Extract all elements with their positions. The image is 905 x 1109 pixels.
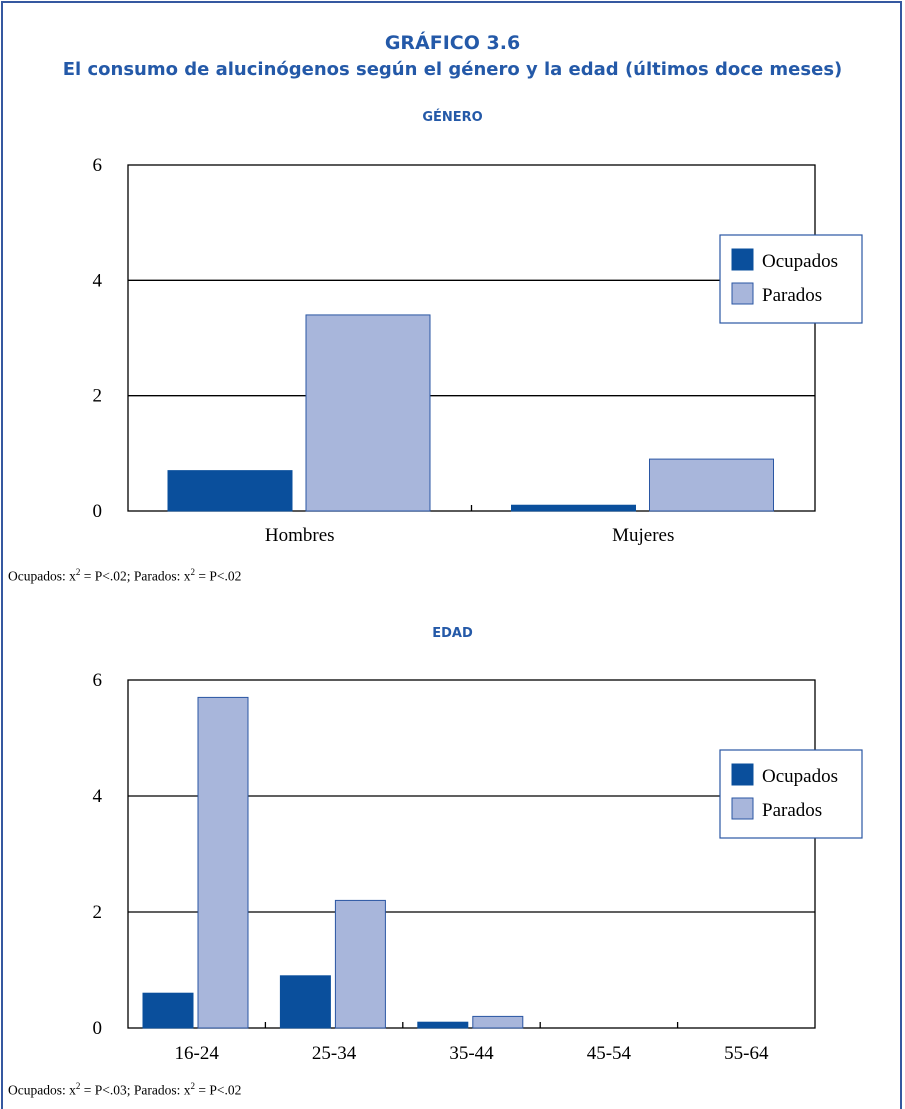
- bar-parados-mujeres: [649, 458, 774, 512]
- y-tick-label: 0: [93, 501, 103, 522]
- figure-number: GRÁFICO 3.6: [384, 32, 521, 54]
- x-tick-label: Hombres: [265, 525, 335, 546]
- bar-parados-hombres: [305, 314, 431, 512]
- y-tick-label: 4: [93, 270, 103, 291]
- bar-ocupados-16-24: [142, 992, 194, 1029]
- chart-note-edad: Ocupados: x2 = P<.03; Parados: x2 = P<.0…: [8, 1081, 242, 1098]
- legend-swatch-ocupados: [731, 248, 754, 271]
- chart-edad: 0 2 4 6 16-24 25-34 35-44 45-54 55-64 Ocupados Par…: [93, 670, 863, 1064]
- chart-note-genero: Ocupados: x2 = P<.02; Parados: x2 = P<.0…: [8, 567, 242, 584]
- legend: [719, 749, 863, 839]
- x-tick-label: 35-44: [449, 1043, 494, 1064]
- chart-title-edad: EDAD: [432, 626, 473, 641]
- legend-label-ocupados: Ocupados: [762, 251, 838, 272]
- y-tick-label: 4: [93, 786, 103, 807]
- legend-swatch-parados: [731, 797, 754, 820]
- plot-area: [127, 679, 816, 1029]
- y-tick-label: 2: [93, 386, 103, 407]
- x-tick-label: 55-64: [724, 1043, 769, 1064]
- y-tick-label: 0: [93, 1018, 103, 1039]
- y-tick-label: 6: [93, 670, 103, 691]
- bar-parados-35-44: [472, 1015, 524, 1029]
- bar-ocupados-hombres: [167, 470, 293, 512]
- legend-label-ocupados: Ocupados: [762, 766, 838, 787]
- bar-ocupados-25-34: [279, 975, 331, 1029]
- legend: [719, 234, 863, 324]
- y-tick-label: 6: [93, 155, 103, 176]
- x-tick-label: Mujeres: [612, 525, 674, 546]
- bar-parados-16-24: [197, 696, 249, 1029]
- legend-swatch-ocupados: [731, 763, 754, 786]
- bar-parados-25-34: [334, 899, 386, 1029]
- figure-title: El consumo de alucinógenos según el géne…: [62, 59, 843, 80]
- x-tick-label: 16-24: [175, 1043, 220, 1064]
- legend-label-parados: Parados: [762, 285, 822, 306]
- y-tick-label: 2: [93, 902, 103, 923]
- legend-swatch-parados: [731, 282, 754, 305]
- x-tick-label: 25-34: [312, 1043, 357, 1064]
- bar-ocupados-35-44: [417, 1021, 469, 1029]
- legend-label-parados: Parados: [762, 800, 822, 821]
- x-tick-label: 45-54: [587, 1043, 632, 1064]
- chart-title-genero: GÉNERO: [422, 110, 483, 125]
- bar-ocupados-mujeres: [511, 504, 636, 512]
- chart-genero: 0 2 4 6 Hombres Mujeres Ocupados Parados: [93, 155, 863, 546]
